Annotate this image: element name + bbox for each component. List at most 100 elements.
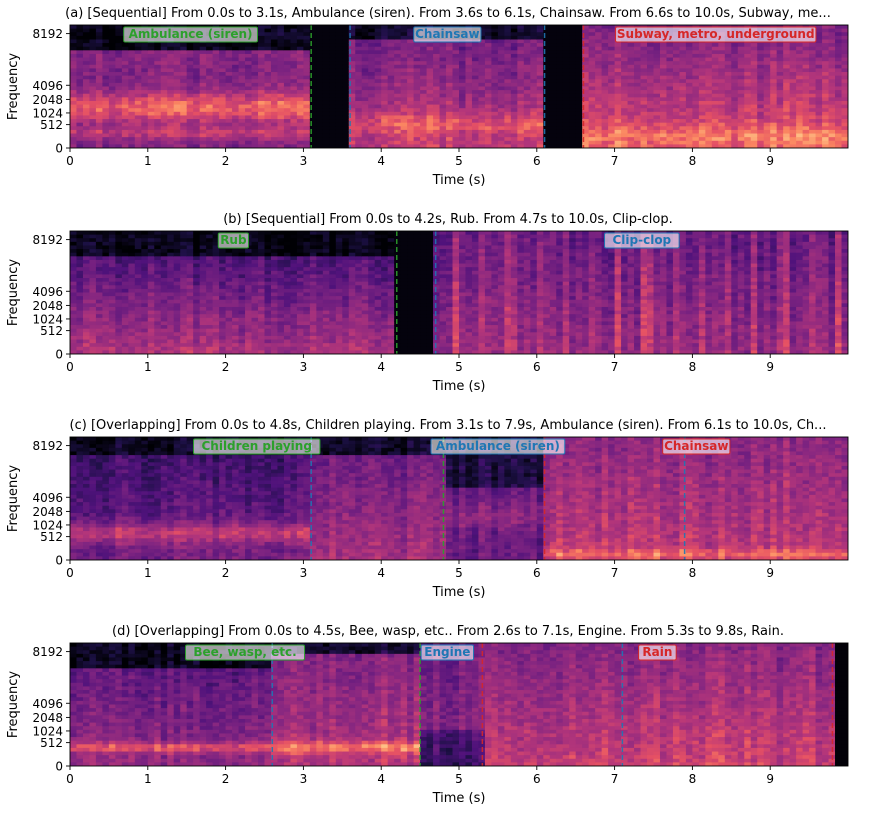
- spectrogram-cell: [407, 133, 415, 138]
- spectrogram-cell: [822, 68, 830, 73]
- spectrogram-cell: [789, 108, 797, 113]
- spectrogram-cell: [595, 104, 603, 109]
- spectrogram-cell: [76, 46, 84, 51]
- spectrogram-cell: [193, 256, 201, 261]
- spectrogram-cell: [601, 126, 609, 131]
- spectrogram-cell: [426, 115, 434, 120]
- spectrogram-cell: [394, 144, 402, 148]
- spectrogram-cell: [627, 104, 635, 109]
- spectrogram-cell: [322, 79, 330, 84]
- spectrogram-cell: [361, 140, 369, 145]
- spectrogram-cell: [783, 97, 791, 102]
- spectrogram-cell: [115, 129, 123, 135]
- spectrogram-cell: [562, 82, 570, 88]
- spectrogram-cell: [290, 111, 298, 117]
- spectrogram-cell: [763, 129, 771, 135]
- spectrogram-cell: [543, 64, 551, 70]
- spectrogram-cell: [835, 97, 843, 102]
- spectrogram-cell: [186, 252, 194, 257]
- spectrogram-cell: [724, 119, 732, 124]
- spectrogram-cell: [180, 234, 188, 239]
- spectrogram-cell: [258, 122, 266, 127]
- spectrogram-cell: [245, 43, 253, 48]
- spectrogram-cell: [634, 140, 642, 145]
- spectrogram-cell: [219, 343, 227, 348]
- spectrogram-cell: [219, 306, 227, 312]
- spectrogram-cell: [160, 140, 168, 145]
- spectrogram-cell: [154, 43, 162, 48]
- spectrogram-cell: [322, 108, 330, 113]
- spectrogram-cell: [89, 50, 97, 55]
- spectrogram-cell: [510, 140, 518, 145]
- spectrogram-cell: [186, 234, 194, 239]
- spectrogram-cell: [141, 93, 149, 98]
- spectrogram-cell: [407, 100, 415, 106]
- spectrogram-cell: [115, 46, 123, 51]
- spectrogram-cell: [115, 68, 123, 73]
- spectrogram-cell: [575, 97, 583, 102]
- spectrogram-cell: [698, 50, 706, 55]
- spectrogram-cell: [608, 46, 616, 51]
- spectrogram-cell: [549, 57, 557, 62]
- spectrogram-cell: [154, 281, 162, 286]
- spectrogram-cell: [82, 238, 91, 243]
- spectrogram-cell: [459, 115, 467, 120]
- spectrogram-cell: [374, 93, 382, 98]
- spectrogram-cell: [822, 25, 830, 30]
- spectrogram-cell: [322, 82, 330, 88]
- spectrogram-cell: [433, 111, 441, 117]
- spectrogram-cell: [549, 50, 557, 55]
- spectrogram-cell: [173, 256, 181, 261]
- spectrogram-cell: [141, 238, 149, 243]
- spectrogram-cell: [757, 133, 765, 138]
- spectrogram-cell: [121, 350, 129, 354]
- spectrogram-cell: [245, 64, 253, 70]
- spectrogram-cell: [575, 119, 583, 124]
- spectrogram-cell: [737, 119, 745, 124]
- spectrogram-cell: [283, 61, 292, 66]
- spectrogram-cell: [154, 140, 162, 145]
- spectrogram-cell: [180, 238, 188, 243]
- spectrogram-cell: [121, 111, 129, 117]
- spectrogram-cell: [517, 93, 525, 98]
- spectrogram-cell: [400, 97, 408, 102]
- spectrogram-cell: [193, 306, 201, 312]
- spectrogram-cell: [407, 43, 415, 48]
- spectrogram-cell: [225, 310, 233, 315]
- spectrogram-cell: [815, 57, 823, 62]
- spectrogram-cell: [374, 137, 382, 142]
- spectrogram-cell: [134, 122, 142, 127]
- spectrogram-cell: [147, 82, 155, 88]
- spectrogram-cell: [173, 111, 181, 117]
- spectrogram-cell: [102, 137, 110, 142]
- spectrogram-cell: [835, 111, 843, 117]
- spectrogram-cell: [368, 64, 376, 70]
- spectrogram-cell: [783, 104, 791, 109]
- spectrogram-cell: [828, 90, 836, 95]
- spectrogram-cell: [270, 53, 279, 59]
- spectrogram-cell: [549, 111, 557, 117]
- spectrogram-cell: [89, 231, 97, 236]
- spectrogram-cell: [523, 104, 531, 109]
- spectrogram-cell: [199, 75, 207, 80]
- spectrogram-cell: [659, 129, 668, 135]
- spectrogram-cell: [685, 79, 693, 84]
- spectrogram-cell: [582, 119, 590, 124]
- spectrogram-cell: [608, 137, 616, 142]
- spectrogram-cell: [737, 129, 745, 135]
- spectrogram-cell: [290, 64, 298, 70]
- spectrogram-cell: [497, 61, 505, 66]
- spectrogram-cell: [744, 137, 752, 142]
- spectrogram-cell: [595, 100, 603, 106]
- spectrogram-cell: [167, 296, 175, 301]
- spectrogram-cell: [361, 100, 369, 106]
- spectrogram-cell: [283, 111, 292, 117]
- spectrogram-cell: [802, 75, 810, 80]
- spectrogram-cell: [232, 129, 240, 135]
- spectrogram-cell: [186, 100, 194, 106]
- spectrogram-cell: [147, 296, 155, 301]
- spectrogram-cell: [108, 68, 116, 73]
- spectrogram-cell: [95, 75, 104, 80]
- spectrogram-cell: [478, 115, 486, 120]
- spectrogram-cell: [76, 140, 84, 145]
